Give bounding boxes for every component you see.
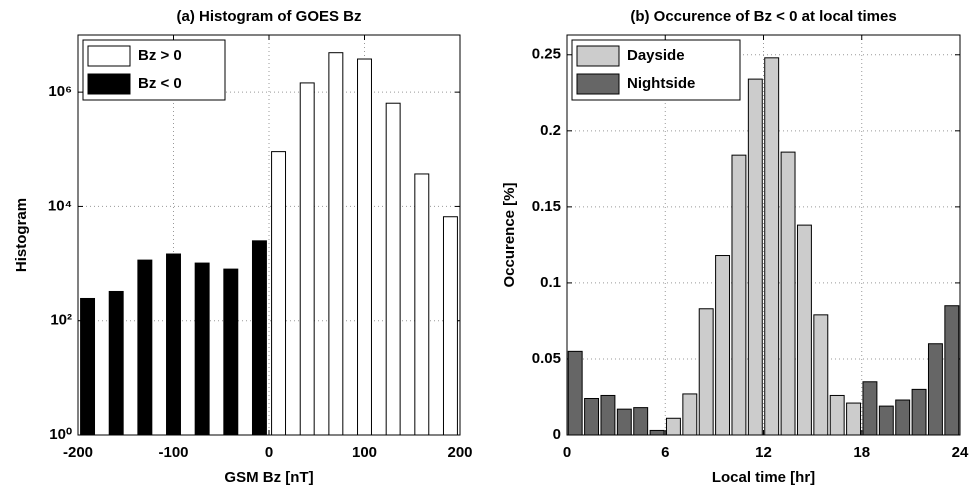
- x-tick-label: 200: [447, 444, 472, 461]
- bar: [747, 78, 763, 436]
- x-axis-label: GSM Bz [nT]: [224, 469, 313, 486]
- bar: [166, 253, 181, 436]
- bar: [271, 151, 287, 436]
- y-tick-label: 10⁶: [48, 83, 72, 100]
- x-tick-label: 0: [563, 444, 571, 461]
- bar: [385, 102, 401, 436]
- bar: [299, 82, 315, 436]
- legend-swatch: [87, 45, 131, 67]
- bar: [895, 399, 911, 436]
- bar: [108, 290, 124, 436]
- bar: [829, 394, 845, 436]
- bar: [944, 305, 960, 436]
- bar: [846, 402, 862, 436]
- x-tick-label: 24: [952, 444, 969, 461]
- x-tick-label: 100: [352, 444, 377, 461]
- x-tick-label: 18: [853, 444, 870, 461]
- x-axis-label: Local time [hr]: [712, 469, 815, 486]
- bar: [665, 417, 681, 436]
- bar: [796, 224, 812, 436]
- bar: [442, 216, 458, 436]
- bar: [223, 268, 239, 436]
- y-tick-label: 10²: [50, 312, 72, 329]
- legend-label: Nightside: [627, 75, 695, 92]
- bar: [194, 262, 210, 436]
- y-tick-label: 0.25: [532, 46, 561, 63]
- y-tick-label: 0.05: [532, 350, 561, 367]
- bar: [251, 240, 267, 436]
- y-tick-label: 10⁰: [49, 426, 72, 443]
- bar: [649, 429, 665, 436]
- bar: [600, 394, 616, 436]
- y-tick-label: 0.15: [532, 198, 561, 215]
- bar: [633, 407, 649, 436]
- bar: [357, 58, 372, 436]
- y-axis-label: Occurence [%]: [501, 182, 518, 287]
- x-tick-label: 0: [265, 444, 273, 461]
- bar: [780, 151, 796, 436]
- y-axis-label: Histogram: [13, 198, 30, 272]
- x-tick-label: -100: [158, 444, 188, 461]
- bar: [862, 381, 878, 436]
- x-tick-label: 12: [755, 444, 772, 461]
- y-tick-label: 0.1: [540, 274, 561, 291]
- plot-frame: [77, 34, 461, 436]
- bar: [328, 52, 344, 436]
- legend-swatch: [87, 73, 131, 95]
- legend-swatch: [576, 73, 620, 95]
- y-tick-label: 10⁴: [48, 197, 72, 214]
- bar: [911, 388, 927, 436]
- bar: [731, 154, 747, 436]
- legend-label: Bz > 0: [138, 47, 182, 64]
- chart-title: (b) Occurence of Bz < 0 at local times: [630, 8, 896, 25]
- bar: [584, 397, 600, 436]
- chart-title: (a) Histogram of GOES Bz: [176, 8, 361, 25]
- bar: [616, 408, 632, 436]
- legend-swatch: [576, 45, 620, 67]
- legend-label: Bz < 0: [138, 75, 182, 92]
- bar: [80, 297, 96, 436]
- x-tick-label: 6: [661, 444, 669, 461]
- y-tick-label: 0.2: [540, 122, 561, 139]
- y-tick-label: 0: [553, 426, 561, 443]
- bar: [682, 393, 698, 436]
- bar: [878, 405, 894, 436]
- bar: [764, 57, 780, 436]
- plot-frame: [566, 34, 961, 436]
- bar: [137, 259, 153, 436]
- bar: [414, 173, 430, 436]
- bar: [715, 255, 731, 436]
- legend-label: Dayside: [627, 47, 685, 64]
- x-tick-label: -200: [63, 444, 93, 461]
- bar: [698, 308, 714, 436]
- bar: [813, 314, 829, 436]
- bar: [567, 350, 583, 436]
- bar: [927, 343, 943, 436]
